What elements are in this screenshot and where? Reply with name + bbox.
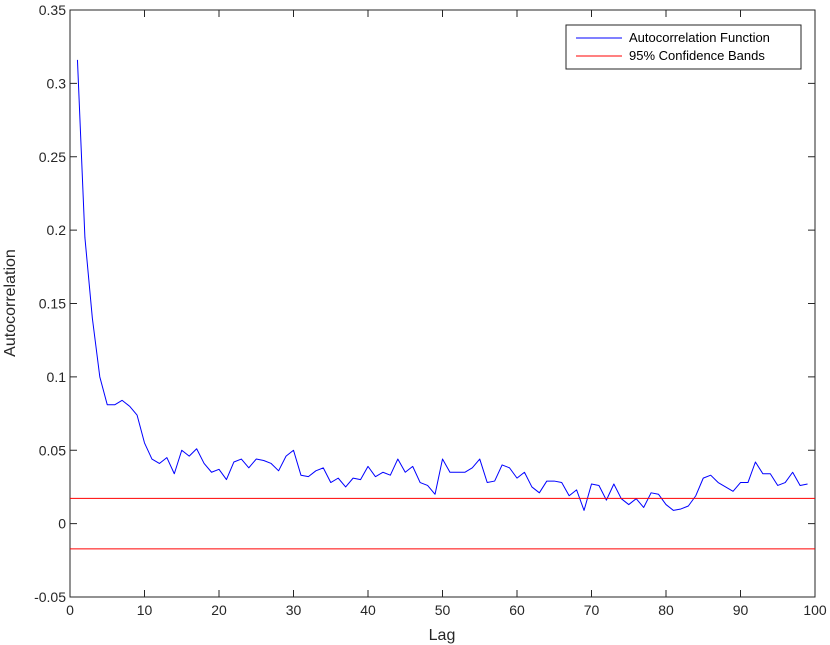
plot-area — [69, 9, 816, 598]
x-tick-label: 100 — [803, 602, 827, 618]
x-tick-label: 50 — [435, 602, 451, 618]
x-tick-label: 90 — [733, 602, 749, 618]
y-tick-label: 0.1 — [47, 369, 67, 385]
legend-label-bands: 95% Confidence Bands — [629, 48, 765, 63]
legend-box — [565, 24, 802, 70]
y-tick-label: 0.2 — [47, 222, 67, 238]
x-tick-label: 0 — [66, 602, 74, 618]
x-tick-label: 60 — [509, 602, 525, 618]
x-axis-label: Lag — [429, 627, 456, 644]
x-tick-label: 70 — [584, 602, 600, 618]
y-axis-label: Autocorrelation — [2, 249, 19, 357]
y-tick-label: 0.35 — [39, 2, 66, 18]
x-tick-label: 20 — [211, 602, 227, 618]
legend: Autocorrelation Function 95% Confidence … — [565, 24, 802, 70]
axes-box — [69, 9, 816, 598]
x-tick-label: 80 — [658, 602, 674, 618]
y-tick-label: 0.15 — [39, 296, 66, 312]
x-tick-label: 10 — [137, 602, 153, 618]
legend-label-acf: Autocorrelation Function — [629, 30, 770, 45]
y-tick-label: 0.3 — [47, 75, 67, 91]
y-tick-label: 0.25 — [39, 149, 66, 165]
y-tick-label: -0.05 — [34, 589, 66, 605]
y-axis-ticks: -0.05 0 0.05 0.1 0.15 0.2 0.25 0.3 0.35 — [34, 2, 815, 605]
y-tick-label: 0.05 — [39, 442, 66, 458]
x-tick-label: 40 — [360, 602, 376, 618]
series-layer — [70, 59, 815, 550]
y-tick-label: 0 — [58, 516, 66, 532]
acf-line — [76, 59, 808, 511]
x-tick-label: 30 — [286, 602, 302, 618]
x-axis-ticks: 0 10 20 30 40 50 60 70 80 90 100 — [66, 10, 827, 618]
